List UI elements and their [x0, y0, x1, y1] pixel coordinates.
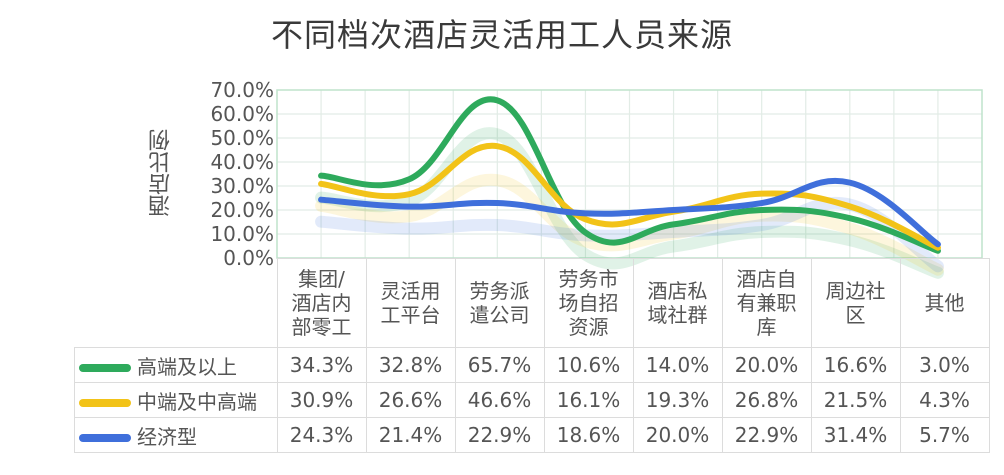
y-tick: 60.0% [210, 102, 274, 126]
table-header-row: 集团/酒店内部零工 灵活用工平台 劳务派遣公司 劳务市场自招资源 酒店私域社群 … [74, 258, 990, 348]
legend-entry: 中端及中高端 [74, 382, 278, 418]
series-lines [318, 96, 941, 254]
legend-entry: 经济型 [74, 417, 278, 453]
data-table: 集团/酒店内部零工 灵活用工平台 劳务派遣公司 劳务市场自招资源 酒店私域社群 … [74, 258, 990, 453]
table-row: 经济型 24.3% 21.4% 22.9% 18.6% 20.0% 22.9% … [74, 417, 990, 453]
y-tick: 40.0% [210, 150, 274, 174]
series-line [318, 177, 941, 248]
y-tick: 50.0% [210, 126, 274, 150]
category-header: 其他 [899, 258, 990, 348]
y-tick: 70.0% [210, 78, 274, 102]
category-header: 灵活用工平台 [365, 258, 456, 348]
category-header: 酒店自有兼职库 [721, 258, 812, 348]
category-header: 酒店私域社群 [632, 258, 723, 348]
legend-swatch-icon [79, 364, 131, 372]
legend-entry: 高端及以上 [74, 347, 278, 383]
legend-swatch-icon [79, 399, 131, 407]
y-tick: 20.0% [210, 198, 274, 222]
legend-swatch-icon [79, 434, 131, 442]
y-tick: 10.0% [210, 222, 274, 246]
y-axis-ticks: 70.0% 60.0% 50.0% 40.0% 30.0% 20.0% 10.0… [192, 0, 274, 475]
y-tick: 30.0% [210, 174, 274, 198]
table-row: 中端及中高端 30.9% 26.6% 46.6% 16.1% 19.3% 26.… [74, 382, 990, 418]
category-header: 劳务派遣公司 [454, 258, 545, 348]
table-row: 高端及以上 34.3% 32.8% 65.7% 10.6% 14.0% 20.0… [74, 347, 990, 383]
series-line [318, 142, 941, 251]
chart-title: 不同档次酒店灵活用工人员来源 [270, 16, 733, 54]
category-header: 集团/酒店内部零工 [276, 258, 367, 348]
series-line [318, 96, 941, 254]
category-header: 劳务市场自招资源 [543, 258, 634, 348]
category-header: 周边社区 [810, 258, 901, 348]
